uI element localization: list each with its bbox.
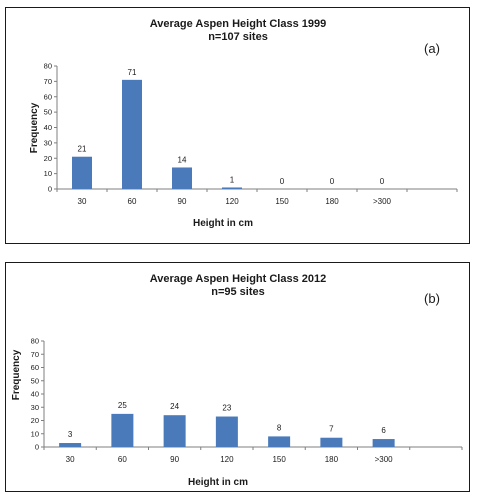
chart-b-bar bbox=[163, 415, 186, 447]
chart-a-bar bbox=[222, 187, 242, 189]
chart-a-xtick-label: 150 bbox=[275, 197, 289, 206]
chart-b-xtick-label: 30 bbox=[66, 455, 75, 464]
chart-b-data-label: 25 bbox=[118, 401, 127, 410]
chart-b-ytick-label: 0 bbox=[35, 443, 39, 452]
chart-a-xtick-label: 60 bbox=[128, 197, 137, 206]
chart-a-svg: Average Aspen Height Class 1999 n=107 si… bbox=[29, 18, 458, 229]
chart-b-plot: 0 10 20 30 40 50 60 70 80 3 30 25 60 24 90 23 120 8 150 7 18… bbox=[31, 337, 463, 464]
chart-a-data-label: 1 bbox=[230, 175, 235, 184]
chart-b-data-label: 8 bbox=[277, 423, 282, 432]
chart-b-ytick-label: 80 bbox=[31, 337, 39, 346]
chart-a-ytick-label: 40 bbox=[44, 123, 52, 132]
chart-b-bar bbox=[268, 436, 291, 447]
chart-b-xlabel: Height in cm bbox=[188, 477, 248, 488]
chart-b-ytick-label: 70 bbox=[31, 350, 39, 359]
chart-a-data-label: 21 bbox=[78, 145, 87, 154]
chart-a-xtick-label: 30 bbox=[78, 197, 87, 206]
chart-a-plot: 0 10 20 30 40 50 60 70 80 21 30 71 60 14 90 1 120 0 150 0 18… bbox=[44, 62, 458, 206]
chart-panel-b: Average Aspen Height Class 2012 n=95 sit… bbox=[5, 262, 470, 492]
chart-b-xtick-label: >300 bbox=[375, 455, 394, 464]
chart-b-bar bbox=[320, 437, 343, 447]
chart-b-ylabel: Frequency bbox=[11, 349, 22, 400]
chart-b-data-label: 24 bbox=[170, 402, 179, 411]
chart-a-xtick-label: 90 bbox=[178, 197, 187, 206]
chart-a-ytick-label: 70 bbox=[44, 77, 52, 86]
chart-a-xtick-label: >300 bbox=[373, 197, 392, 206]
chart-b-data-label: 7 bbox=[329, 425, 334, 434]
chart-b-ytick-label: 50 bbox=[31, 376, 39, 385]
chart-b-svg: Average Aspen Height Class 2012 n=95 sit… bbox=[11, 273, 463, 488]
chart-b-ytick-label: 20 bbox=[31, 416, 39, 425]
chart-b-xtick-label: 180 bbox=[325, 455, 339, 464]
chart-a-subtitle: n=107 sites bbox=[208, 31, 268, 43]
chart-a-ytick-label: 30 bbox=[44, 138, 52, 147]
chart-a-xlabel: Height in cm bbox=[193, 218, 253, 229]
chart-b-bar bbox=[59, 443, 82, 447]
chart-a-xtick-label: 180 bbox=[325, 197, 339, 206]
chart-b-xtick-label: 150 bbox=[272, 455, 286, 464]
chart-a-ytick-label: 10 bbox=[44, 169, 52, 178]
chart-a-ylabel: Frequency bbox=[29, 102, 40, 153]
chart-b-data-label: 6 bbox=[381, 426, 386, 435]
chart-a-ytick-label: 60 bbox=[44, 92, 52, 101]
chart-a-data-label: 0 bbox=[280, 177, 285, 186]
chart-b-bar bbox=[111, 413, 134, 447]
chart-b-subtitle: n=95 sites bbox=[211, 286, 265, 298]
chart-b-bar bbox=[215, 416, 238, 447]
chart-panel-a: Average Aspen Height Class 1999 n=107 si… bbox=[5, 7, 470, 244]
chart-a-xtick-label: 120 bbox=[225, 197, 239, 206]
chart-a-ytick-label: 50 bbox=[44, 108, 52, 117]
chart-a-title: Average Aspen Height Class 1999 bbox=[150, 18, 326, 30]
chart-a-data-label: 0 bbox=[330, 177, 335, 186]
chart-a-data-label: 0 bbox=[380, 177, 385, 186]
chart-b-ytick-label: 30 bbox=[31, 403, 39, 412]
chart-a-bar bbox=[72, 156, 92, 189]
chart-a-ytick-label: 80 bbox=[44, 62, 52, 71]
chart-b-title: Average Aspen Height Class 2012 bbox=[150, 273, 326, 285]
chart-a-bar bbox=[122, 79, 142, 189]
chart-b-xtick-label: 120 bbox=[220, 455, 234, 464]
chart-a-data-label: 71 bbox=[128, 68, 137, 77]
chart-b-xtick-label: 90 bbox=[170, 455, 179, 464]
chart-b-bar bbox=[372, 439, 395, 447]
chart-a-ytick-label: 0 bbox=[48, 185, 52, 194]
chart-b-ytick-label: 60 bbox=[31, 363, 39, 372]
chart-a-ytick-label: 20 bbox=[44, 154, 52, 163]
chart-a-bar bbox=[172, 167, 192, 189]
chart-a-data-label: 14 bbox=[178, 155, 187, 164]
chart-b-panel-label: (b) bbox=[424, 291, 440, 306]
chart-b-ytick-label: 10 bbox=[31, 429, 39, 438]
chart-b-ytick-label: 40 bbox=[31, 390, 39, 399]
chart-b-xtick-label: 60 bbox=[118, 455, 127, 464]
chart-b-data-label: 23 bbox=[222, 404, 231, 413]
chart-a-panel-label: (a) bbox=[424, 41, 440, 56]
chart-b-data-label: 3 bbox=[68, 430, 73, 439]
